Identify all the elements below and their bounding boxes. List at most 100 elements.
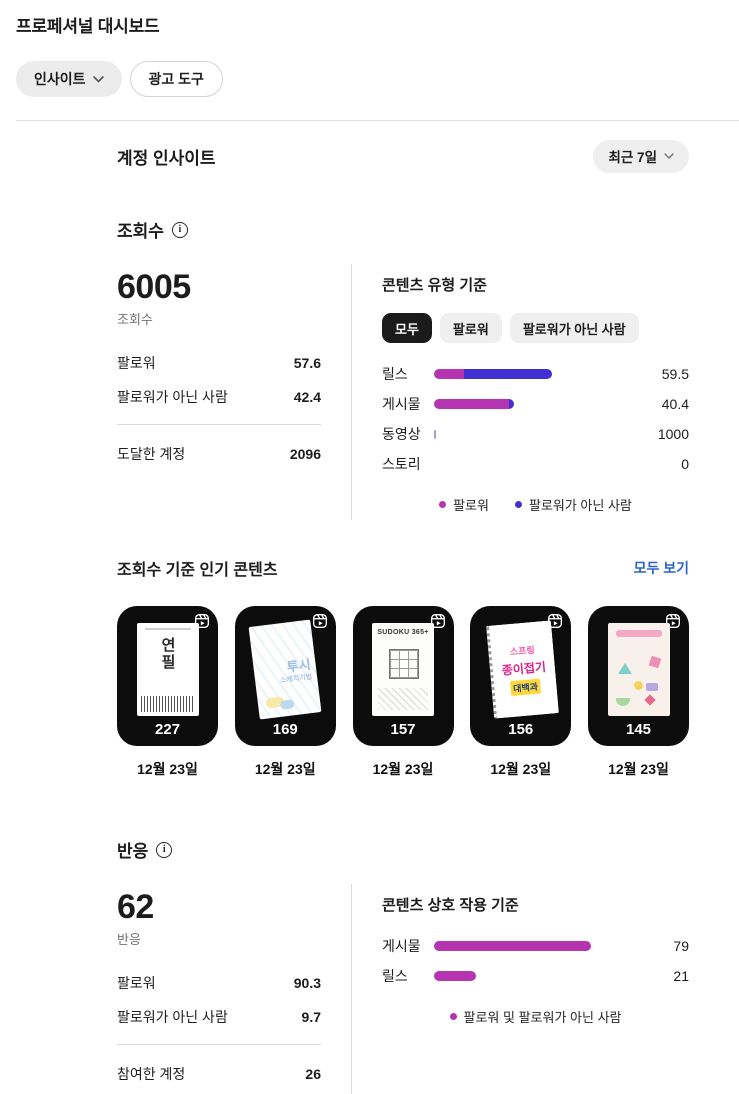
stat-value: 42.4 [293,389,321,405]
bar-label: 게시물 [382,938,421,954]
stat-divider [117,1044,321,1045]
decor-shape [280,699,296,710]
views-heading: 조회수 i [117,217,689,242]
bar-row-stories: 스토리 0 [382,449,689,479]
content-item-4[interactable]: 스프링 종이접기 대백과 156 12월 23일 [470,606,572,779]
cover-text: 스프링 [509,644,535,658]
stat-label: 팔로워 [117,975,156,991]
reels-icon [195,614,209,628]
legend-dot [439,501,447,508]
reels-icon [666,614,680,628]
content-card: 투시 스케치기법 169 [234,606,336,746]
top-content-header: 조회수 기준 인기 콘텐츠 모두 보기 [117,556,689,580]
stat-row-accounts-engaged: 참여한 계정 26 [117,1057,321,1091]
bar-label: 동영상 [382,426,421,442]
insights-main: 계정 인사이트 최근 7일 조회수 i 6005 조회수 팔로워 57.6 팔로… [117,139,689,1094]
legend-item-followers: 팔로워 [439,495,489,514]
decor-shape [378,688,428,710]
content-card: 145 [588,606,689,746]
content-item-5[interactable]: 145 12월 23일 [588,606,689,779]
bar-row-posts: 게시물 40.4 [382,389,689,419]
content-views-count: 227 [154,721,181,738]
interaction-legend: 팔로워 및 팔로워가 아닌 사람 [382,1007,689,1026]
account-insights-header: 계정 인사이트 최근 7일 [117,139,689,173]
content-thumbnail: SUDOKU 365+ [372,623,434,716]
views-breakdown: 팔로워 57.6 팔로워가 아닌 사람 42.4 도달한 계정 2096 [117,346,321,471]
content-type-bars: 릴스 59.5 게시물 40.4 동영상 1000 스토리 0 [382,359,689,479]
cover-text: 스케치기법 [280,673,313,685]
filter-followers[interactable]: 팔로워 [439,313,502,343]
account-insights-title: 계정 인사이트 [117,148,216,168]
engagement-heading: 반응 i [117,837,689,862]
stat-row-followers: 팔로워 57.6 [117,346,321,380]
content-item-2[interactable]: 투시 스케치기법 169 12월 23일 [234,606,336,779]
stat-label: 참여한 계정 [117,1066,186,1082]
content-date: 12월 23일 [254,761,316,777]
views-heading-label: 조회수 [117,222,164,241]
decor-shape [140,696,195,712]
filter-non-followers[interactable]: 팔로워가 아닌 사람 [509,313,639,343]
page-title: 프로페셔널 대시보드 [16,17,160,36]
filter-all[interactable]: 모두 [382,313,432,343]
decor-shape [615,630,662,637]
decor-shape [633,681,643,690]
dashboard-header: 프로페셔널 대시보드 인사이트 광고 도구 [0,0,739,97]
bar-value: 59.5 [661,366,689,382]
cover-text: SUDOKU 365+ [377,629,429,636]
cover-text: 대백과 [509,678,542,697]
cover-text: 종이접기 [501,659,547,678]
content-views-count: 145 [625,721,652,738]
content-type-filters: 모두 팔로워 팔로워가 아닌 사람 [382,313,689,343]
stat-row-accounts-reached: 도달한 계정 2096 [117,437,321,471]
stat-label: 팔로워가 아닌 사람 [117,389,228,405]
info-icon[interactable]: i [171,222,188,238]
interaction-column: 콘텐츠 상호 작용 기준 게시물 79 릴스 21 팔로워 및 팔로워가 아닌 … [352,884,689,1094]
info-icon[interactable]: i [156,842,173,858]
chevron-down-icon [664,153,674,159]
header-divider [16,120,739,121]
see-all-link[interactable]: 모두 보기 [633,560,689,576]
bar-value: 0 [681,456,689,472]
stat-value: 90.3 [293,975,321,991]
bar-chart [434,399,633,409]
content-card: SUDOKU 365+ 157 [352,606,454,746]
legend-item-all: 팔로워 및 팔로워가 아닌 사람 [449,1007,622,1026]
date-range-label: 최근 7일 [608,150,657,165]
bar-value: 21 [673,968,689,984]
legend-label: 팔로워가 아닌 사람 [528,498,632,513]
content-item-3[interactable]: SUDOKU 365+ 157 12월 23일 [352,606,454,779]
content-item-1[interactable]: 연필 227 12월 23일 [117,606,218,779]
decor-shape [645,683,658,691]
content-type-legend: 팔로워 팔로워가 아닌 사람 [382,495,689,514]
views-section: 6005 조회수 팔로워 57.6 팔로워가 아닌 사람 42.4 도달한 계정… [117,264,689,520]
legend-dot [449,1013,457,1020]
bar-row-videos: 동영상 1000 [382,419,689,449]
bar-label: 릴스 [382,968,408,984]
stat-label: 팔로워 [117,355,156,371]
decor-shape [648,655,661,669]
decor-shape [389,649,419,679]
bar-value: 79 [673,938,689,954]
content-date: 12월 23일 [137,761,198,777]
tab-ad-tools[interactable]: 광고 도구 [129,61,223,97]
content-date: 12월 23일 [608,761,669,777]
engagement-summary-column: 62 반응 팔로워 90.3 팔로워가 아닌 사람 9.7 참여한 계정 26 [117,884,352,1094]
interaction-bars: 게시물 79 릴스 21 [382,931,689,991]
tab-insights[interactable]: 인사이트 [16,61,122,97]
legend-item-non-followers: 팔로워가 아닌 사람 [514,495,632,514]
stat-divider [117,424,321,425]
views-total-label: 조회수 [117,312,153,327]
decor-shape [617,663,632,674]
chevron-down-icon [92,75,104,83]
bar-row-reels: 릴스 21 [382,961,689,991]
date-range-filter[interactable]: 최근 7일 [593,139,689,173]
top-content-title: 조회수 기준 인기 콘텐츠 [117,562,278,579]
bar-chart [434,971,633,981]
legend-label: 팔로워 및 팔로워가 아닌 사람 [463,1010,622,1025]
interaction-heading: 콘텐츠 상호 작용 기준 [382,897,519,914]
content-card: 스프링 종이접기 대백과 156 [470,606,572,746]
bar-chart [434,459,633,469]
dashboard-tabs: 인사이트 광고 도구 [16,61,723,97]
bar-label: 스토리 [382,456,421,472]
content-views-count: 169 [272,721,298,738]
